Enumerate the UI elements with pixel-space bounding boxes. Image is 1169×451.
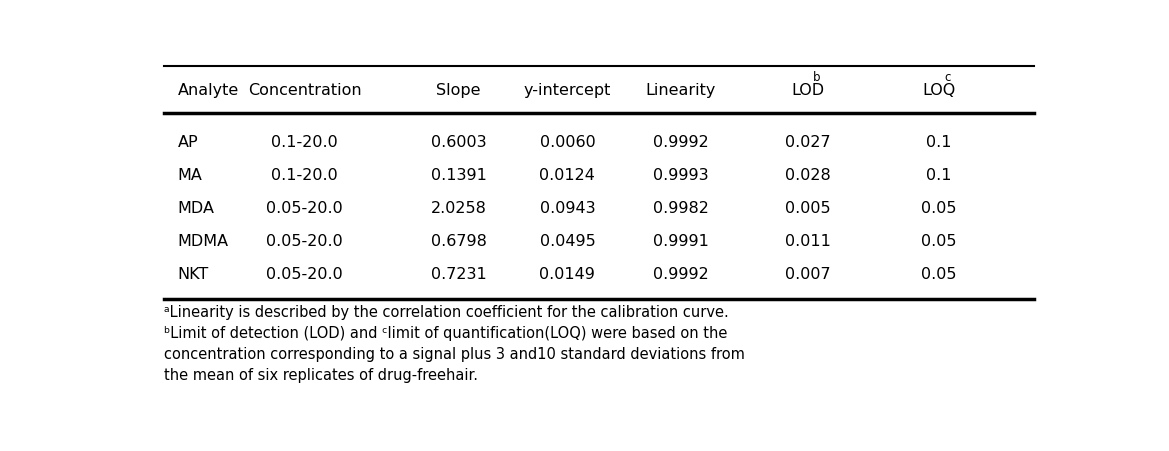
Text: 0.1: 0.1 <box>926 135 952 150</box>
Text: 0.011: 0.011 <box>784 234 830 249</box>
Text: b: b <box>814 71 821 83</box>
Text: Concentration: Concentration <box>248 83 361 98</box>
Text: 0.9982: 0.9982 <box>652 201 708 216</box>
Text: 0.05-20.0: 0.05-20.0 <box>267 201 343 216</box>
Text: 0.7231: 0.7231 <box>431 267 486 282</box>
Text: 0.9991: 0.9991 <box>652 234 708 249</box>
Text: Linearity: Linearity <box>645 83 715 98</box>
Text: MA: MA <box>178 168 202 183</box>
Text: 0.1-20.0: 0.1-20.0 <box>271 135 338 150</box>
Text: ᵃLinearity is described by the correlation coefficient for the calibration curve: ᵃLinearity is described by the correlati… <box>164 305 729 320</box>
Text: 0.05-20.0: 0.05-20.0 <box>267 234 343 249</box>
Text: 0.0943: 0.0943 <box>540 201 595 216</box>
Text: 0.1-20.0: 0.1-20.0 <box>271 168 338 183</box>
Text: 0.028: 0.028 <box>784 168 830 183</box>
Text: 0.6003: 0.6003 <box>431 135 486 150</box>
Text: 0.0495: 0.0495 <box>540 234 595 249</box>
Text: Slope: Slope <box>436 83 480 98</box>
Text: 0.027: 0.027 <box>784 135 830 150</box>
Text: MDA: MDA <box>178 201 215 216</box>
Text: LOQ: LOQ <box>922 83 955 98</box>
Text: ᵇLimit of detection (LOD) and ᶜlimit of quantification(LOQ) were based on the: ᵇLimit of detection (LOD) and ᶜlimit of … <box>164 326 727 341</box>
Text: c: c <box>945 71 950 83</box>
Text: MDMA: MDMA <box>178 234 229 249</box>
Text: 2.0258: 2.0258 <box>430 201 486 216</box>
Text: concentration corresponding to a signal plus 3 and10 standard deviations from: concentration corresponding to a signal … <box>164 347 745 362</box>
Text: 0.1: 0.1 <box>926 168 952 183</box>
Text: NKT: NKT <box>178 267 209 282</box>
Text: 0.0149: 0.0149 <box>539 267 595 282</box>
Text: 0.05: 0.05 <box>921 201 956 216</box>
Text: 0.005: 0.005 <box>784 201 830 216</box>
Text: 0.9992: 0.9992 <box>652 135 708 150</box>
Text: 0.1391: 0.1391 <box>430 168 486 183</box>
Text: 0.0124: 0.0124 <box>539 168 595 183</box>
Text: 0.05-20.0: 0.05-20.0 <box>267 267 343 282</box>
Text: LOD: LOD <box>791 83 824 98</box>
Text: 0.007: 0.007 <box>784 267 830 282</box>
Text: 0.9993: 0.9993 <box>652 168 708 183</box>
Text: the mean of six replicates of drug-freehair.: the mean of six replicates of drug-freeh… <box>164 368 478 383</box>
Text: AP: AP <box>178 135 199 150</box>
Text: 0.05: 0.05 <box>921 234 956 249</box>
Text: 0.6798: 0.6798 <box>430 234 486 249</box>
Text: 0.05: 0.05 <box>921 267 956 282</box>
Text: 0.9992: 0.9992 <box>652 267 708 282</box>
Text: 0.0060: 0.0060 <box>540 135 595 150</box>
Text: Analyte: Analyte <box>178 83 240 98</box>
Text: y-intercept: y-intercept <box>524 83 611 98</box>
